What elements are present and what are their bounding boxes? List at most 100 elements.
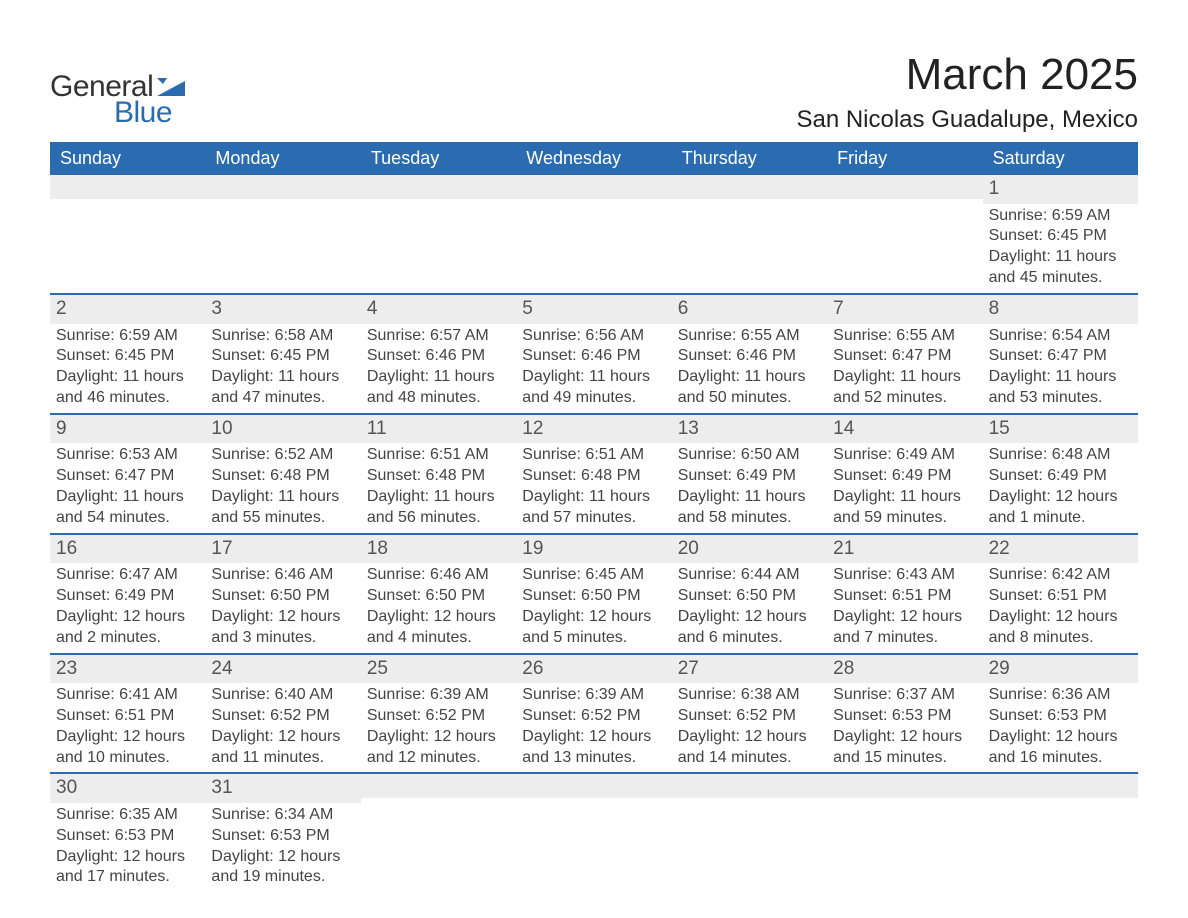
sunset-text: Sunset: 6:52 PM: [522, 706, 665, 727]
day2-text: and 3 minutes.: [211, 628, 354, 649]
day2-text: and 1 minute.: [989, 508, 1132, 529]
sunrise-text: Sunrise: 6:57 AM: [367, 326, 510, 347]
calendar-day-cell: [50, 175, 205, 293]
day2-text: and 59 minutes.: [833, 508, 976, 529]
day-number: [672, 175, 827, 199]
sunrise-text: Sunrise: 6:56 AM: [522, 326, 665, 347]
sunrise-text: Sunrise: 6:46 AM: [367, 565, 510, 586]
calendar-day-cell: 3Sunrise: 6:58 AMSunset: 6:45 PMDaylight…: [205, 295, 360, 413]
day1-text: Daylight: 12 hours: [367, 607, 510, 628]
day-number: [205, 175, 360, 199]
day1-text: Daylight: 11 hours: [522, 487, 665, 508]
sunset-text: Sunset: 6:46 PM: [678, 346, 821, 367]
day2-text: and 4 minutes.: [367, 628, 510, 649]
day1-text: Daylight: 12 hours: [56, 727, 199, 748]
day2-text: and 52 minutes.: [833, 388, 976, 409]
day-number: 8: [983, 295, 1138, 324]
sunrise-text: Sunrise: 6:37 AM: [833, 685, 976, 706]
calendar-day-cell: 29Sunrise: 6:36 AMSunset: 6:53 PMDayligh…: [983, 655, 1138, 773]
sunrise-text: Sunrise: 6:40 AM: [211, 685, 354, 706]
calendar-day-cell: 12Sunrise: 6:51 AMSunset: 6:48 PMDayligh…: [516, 415, 671, 533]
sunrise-text: Sunrise: 6:55 AM: [833, 326, 976, 347]
sunset-text: Sunset: 6:52 PM: [678, 706, 821, 727]
day-number: [516, 175, 671, 199]
day1-text: Daylight: 11 hours: [833, 367, 976, 388]
day1-text: Daylight: 11 hours: [211, 367, 354, 388]
day-number: 3: [205, 295, 360, 324]
sunset-text: Sunset: 6:53 PM: [56, 826, 199, 847]
day-number: 12: [516, 415, 671, 444]
sunset-text: Sunset: 6:50 PM: [678, 586, 821, 607]
calendar-day-cell: 9Sunrise: 6:53 AMSunset: 6:47 PMDaylight…: [50, 415, 205, 533]
sunset-text: Sunset: 6:53 PM: [833, 706, 976, 727]
day-number: 15: [983, 415, 1138, 444]
day1-text: Daylight: 11 hours: [989, 247, 1132, 268]
day-number: 31: [205, 774, 360, 803]
sunset-text: Sunset: 6:49 PM: [678, 466, 821, 487]
calendar-week-row: 30Sunrise: 6:35 AMSunset: 6:53 PMDayligh…: [50, 774, 1138, 892]
day-number: 13: [672, 415, 827, 444]
day-number: 29: [983, 655, 1138, 684]
day-number: 5: [516, 295, 671, 324]
sunset-text: Sunset: 6:47 PM: [989, 346, 1132, 367]
sunset-text: Sunset: 6:48 PM: [211, 466, 354, 487]
calendar-day-cell: 10Sunrise: 6:52 AMSunset: 6:48 PMDayligh…: [205, 415, 360, 533]
calendar-day-cell: 4Sunrise: 6:57 AMSunset: 6:46 PMDaylight…: [361, 295, 516, 413]
day2-text: and 19 minutes.: [211, 867, 354, 888]
day2-text: and 6 minutes.: [678, 628, 821, 649]
sunrise-text: Sunrise: 6:53 AM: [56, 445, 199, 466]
calendar-day-cell: [516, 175, 671, 293]
day2-text: and 55 minutes.: [211, 508, 354, 529]
day-number: 11: [361, 415, 516, 444]
sunrise-text: Sunrise: 6:48 AM: [989, 445, 1132, 466]
day-number: 26: [516, 655, 671, 684]
sunrise-text: Sunrise: 6:47 AM: [56, 565, 199, 586]
sunrise-text: Sunrise: 6:49 AM: [833, 445, 976, 466]
sunset-text: Sunset: 6:52 PM: [211, 706, 354, 727]
day-number: 2: [50, 295, 205, 324]
day2-text: and 11 minutes.: [211, 748, 354, 769]
day-number: [361, 175, 516, 199]
day-number: [672, 774, 827, 798]
day1-text: Daylight: 12 hours: [833, 607, 976, 628]
day-number: 16: [50, 535, 205, 564]
day1-text: Daylight: 11 hours: [56, 367, 199, 388]
sunset-text: Sunset: 6:50 PM: [522, 586, 665, 607]
calendar-day-cell: 19Sunrise: 6:45 AMSunset: 6:50 PMDayligh…: [516, 535, 671, 653]
day2-text: and 57 minutes.: [522, 508, 665, 529]
calendar-day-cell: 13Sunrise: 6:50 AMSunset: 6:49 PMDayligh…: [672, 415, 827, 533]
calendar-day-cell: [672, 774, 827, 892]
day1-text: Daylight: 12 hours: [678, 727, 821, 748]
calendar-day-cell: [205, 175, 360, 293]
weekday-header: Wednesday: [516, 142, 671, 175]
sunrise-text: Sunrise: 6:59 AM: [989, 206, 1132, 227]
day2-text: and 58 minutes.: [678, 508, 821, 529]
sunrise-text: Sunrise: 6:34 AM: [211, 805, 354, 826]
day2-text: and 17 minutes.: [56, 867, 199, 888]
day-number: 17: [205, 535, 360, 564]
day1-text: Daylight: 12 hours: [989, 727, 1132, 748]
day1-text: Daylight: 12 hours: [522, 727, 665, 748]
day2-text: and 46 minutes.: [56, 388, 199, 409]
sunset-text: Sunset: 6:46 PM: [367, 346, 510, 367]
day2-text: and 12 minutes.: [367, 748, 510, 769]
calendar-day-cell: 23Sunrise: 6:41 AMSunset: 6:51 PMDayligh…: [50, 655, 205, 773]
weekday-header: Saturday: [983, 142, 1138, 175]
day-number: 10: [205, 415, 360, 444]
calendar-day-cell: 11Sunrise: 6:51 AMSunset: 6:48 PMDayligh…: [361, 415, 516, 533]
day1-text: Daylight: 12 hours: [211, 727, 354, 748]
logo: General Blue: [50, 70, 185, 130]
day2-text: and 13 minutes.: [522, 748, 665, 769]
day2-text: and 53 minutes.: [989, 388, 1132, 409]
sunset-text: Sunset: 6:46 PM: [522, 346, 665, 367]
day2-text: and 50 minutes.: [678, 388, 821, 409]
calendar-week-row: 2Sunrise: 6:59 AMSunset: 6:45 PMDaylight…: [50, 295, 1138, 415]
sunrise-text: Sunrise: 6:35 AM: [56, 805, 199, 826]
day2-text: and 49 minutes.: [522, 388, 665, 409]
day1-text: Daylight: 11 hours: [678, 367, 821, 388]
day1-text: Daylight: 11 hours: [989, 367, 1132, 388]
day-number: 30: [50, 774, 205, 803]
day-number: 25: [361, 655, 516, 684]
day-number: [516, 774, 671, 798]
sunset-text: Sunset: 6:51 PM: [989, 586, 1132, 607]
